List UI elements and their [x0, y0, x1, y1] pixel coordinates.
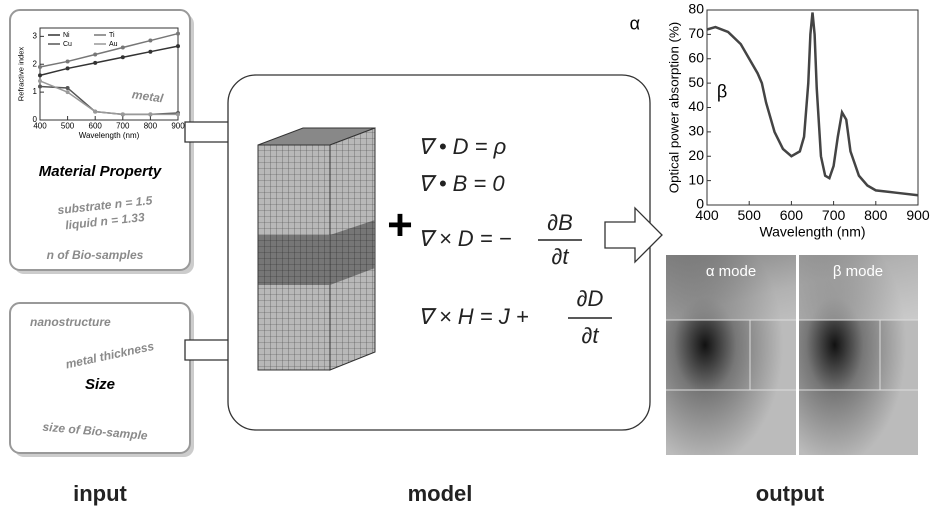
marker [93, 61, 97, 65]
marker [66, 86, 70, 90]
equation: ∂B [547, 210, 573, 235]
equation: ∇ × H = J + [418, 304, 529, 329]
equation: ∂t [552, 244, 570, 269]
mode-label: β mode [833, 263, 883, 280]
plot-frame [707, 10, 918, 205]
panel-title: Material Property [39, 163, 162, 180]
equation: ∇ × D = − [418, 226, 512, 251]
marker [148, 112, 152, 116]
marker [66, 59, 70, 63]
stage-label: input [73, 481, 127, 506]
marker [38, 79, 42, 83]
marker [38, 73, 42, 77]
y-axis-label: Refractive index [17, 47, 26, 102]
equation: ∇ • D = ρ [418, 134, 506, 159]
marker [121, 112, 125, 116]
x-axis-label: Wavelength (nm) [759, 224, 865, 240]
x-axis-label: Wavelength (nm) [79, 131, 140, 140]
plus: + [387, 201, 413, 250]
marker [66, 66, 70, 70]
mesh-layer [258, 235, 330, 285]
x-tick-label: 700 [822, 207, 846, 223]
x-tick-label: 600 [780, 207, 804, 223]
marker [93, 110, 97, 114]
marker [176, 44, 180, 48]
x-tick-label: 700 [116, 122, 130, 131]
x-tick-label: 500 [738, 207, 762, 223]
x-tick-label: 600 [89, 122, 103, 131]
mode-label: α mode [706, 263, 756, 280]
legend-label: Ti [109, 32, 115, 39]
y-tick-label: 0 [33, 115, 38, 124]
y-tick-label: 40 [688, 98, 704, 114]
legend-label: Ni [63, 32, 70, 39]
y-tick-label: 30 [688, 123, 704, 139]
legend-label: Au [109, 41, 118, 48]
bio-text: n of Bio-samples [47, 248, 144, 262]
marker [176, 32, 180, 36]
y-tick-label: 3 [33, 31, 38, 40]
stage-label: model [408, 481, 473, 506]
marker [38, 65, 42, 69]
peak-label: α [630, 13, 640, 33]
marker [38, 85, 42, 89]
marker [121, 55, 125, 59]
equation: ∂t [582, 323, 600, 348]
diagram: 4005006007008009000123Wavelength (nm)Ref… [0, 0, 934, 513]
panel-title: Size [85, 376, 115, 393]
size-text: nanostructure [30, 315, 111, 329]
x-tick-label: 800 [864, 207, 888, 223]
y-tick-label: 2 [33, 59, 38, 68]
y-tick-label: 10 [688, 171, 704, 187]
y-axis-label: Optical power absorption (%) [666, 22, 681, 193]
stage-label: output [756, 481, 825, 506]
y-tick-label: 70 [688, 25, 704, 41]
y-tick-label: 50 [688, 74, 704, 90]
y-tick-label: 1 [33, 87, 38, 96]
marker [148, 39, 152, 43]
marker [176, 112, 180, 116]
peak-label: β [717, 82, 727, 102]
equation: ∂D [577, 286, 604, 311]
marker [148, 50, 152, 54]
marker [121, 46, 125, 50]
x-tick-label: 900 [906, 207, 930, 223]
y-tick-label: 60 [688, 49, 704, 65]
x-tick-label: 900 [171, 122, 185, 131]
marker [93, 52, 97, 56]
legend-label: Cu [63, 41, 72, 48]
equation: ∇ • B = 0 [418, 171, 505, 196]
x-tick-label: 800 [144, 122, 158, 131]
marker [66, 90, 70, 94]
x-tick-label: 500 [61, 122, 75, 131]
y-tick-label: 20 [688, 147, 704, 163]
divider [796, 255, 799, 455]
y-tick-label: 80 [688, 1, 704, 17]
y-tick-label: 0 [696, 196, 704, 212]
